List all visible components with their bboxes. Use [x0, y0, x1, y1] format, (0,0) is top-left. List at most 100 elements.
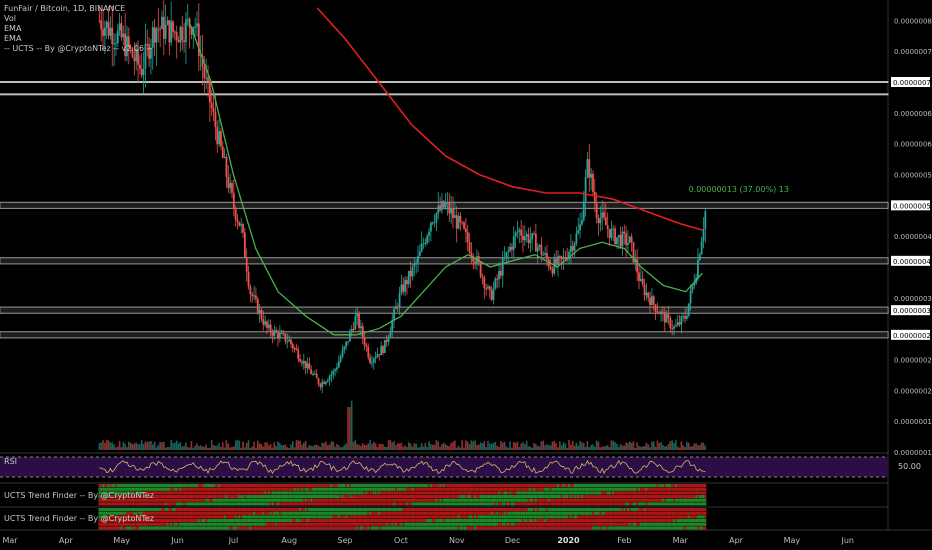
- trend-cell: [135, 502, 138, 506]
- trend-cell: [700, 526, 703, 530]
- trend-cell: [146, 508, 149, 512]
- trend-cell: [418, 515, 421, 519]
- trend-cell: [343, 487, 346, 491]
- trend-cell: [290, 484, 292, 488]
- trend-cell: [606, 522, 609, 526]
- trend-cell: [343, 519, 346, 523]
- trend-cell: [137, 526, 140, 530]
- trend-cell: [188, 508, 191, 512]
- trend-cell: [597, 495, 600, 499]
- trend-cell: [162, 519, 165, 523]
- trend-cell: [358, 502, 361, 506]
- trend-cell: [116, 502, 119, 506]
- trend-cell: [522, 487, 524, 491]
- trend-cell: [593, 495, 596, 499]
- trend-cell: [407, 487, 410, 491]
- trend-cell: [472, 487, 475, 491]
- trend-cell: [264, 519, 267, 523]
- trend-cell: [258, 508, 261, 512]
- trend-cell: [702, 491, 705, 495]
- trend-cell: [242, 487, 245, 491]
- trend-cell: [382, 502, 385, 506]
- trend-cell: [188, 498, 191, 502]
- volume-bar: [433, 444, 436, 450]
- candle-body: [256, 298, 259, 314]
- trend-cell: [488, 508, 491, 512]
- trend-cell: [98, 495, 101, 499]
- trend-cell: [356, 498, 359, 502]
- candle-body: [354, 316, 357, 330]
- trend-cell: [367, 495, 370, 499]
- trend-cell: [190, 515, 193, 519]
- trend-cell: [170, 522, 173, 526]
- volume-bar: [544, 445, 546, 450]
- trend-cell: [673, 484, 676, 488]
- trend-cell: [341, 508, 344, 512]
- trend-cell: [354, 522, 357, 526]
- trend-cell: [435, 502, 438, 506]
- volume-bar: [295, 440, 298, 450]
- trend-cell: [417, 491, 419, 495]
- candle-body: [588, 159, 591, 178]
- trend-cell: [697, 484, 699, 488]
- trend-cell: [446, 498, 449, 502]
- trend-cell: [151, 511, 154, 515]
- trend-cell: [111, 502, 114, 506]
- trend-cell: [157, 498, 160, 502]
- trend-cell: [393, 522, 396, 526]
- trend-cell: [325, 511, 327, 515]
- trend-cell: [389, 508, 392, 512]
- trend-cell: [625, 487, 628, 491]
- volume-bar: [409, 443, 412, 450]
- trend-cell: [676, 487, 679, 491]
- trend-cell: [595, 511, 598, 515]
- trend-cell: [418, 522, 421, 526]
- trend-cell: [223, 515, 226, 519]
- trend-cell: [199, 484, 202, 488]
- trend-cell: [161, 502, 163, 506]
- trend-cell: [205, 502, 208, 506]
- volume-bar: [450, 442, 452, 450]
- trend-cell: [255, 484, 257, 488]
- trend-cell: [354, 508, 357, 512]
- trend-cell: [568, 487, 571, 491]
- trend-cell: [172, 491, 175, 495]
- trend-cell: [288, 498, 291, 502]
- trend-cell: [341, 511, 344, 515]
- trend-cell: [627, 515, 629, 519]
- trend-cell: [197, 511, 200, 515]
- trend-cell: [619, 526, 622, 530]
- trend-cell: [212, 487, 215, 491]
- trend-cell: [302, 484, 305, 488]
- trend-cell: [544, 495, 547, 499]
- trend-cell: [378, 515, 381, 519]
- trend-cell: [400, 484, 403, 488]
- trend-cell: [604, 511, 607, 515]
- trend-cell: [529, 502, 532, 506]
- trend-cell: [232, 511, 235, 515]
- trend-cell: [98, 491, 101, 495]
- volume-bar: [214, 446, 217, 450]
- trend-cell: [306, 519, 309, 523]
- volume-bar: [441, 444, 443, 450]
- trend-cell: [326, 511, 329, 515]
- trend-cell: [492, 487, 495, 491]
- trend-cell: [295, 495, 298, 499]
- trend-cell: [442, 511, 445, 515]
- trend-cell: [214, 498, 217, 502]
- trend-cell: [428, 515, 431, 519]
- trend-cell: [590, 502, 593, 506]
- trend-cell: [245, 502, 248, 506]
- trend-cell: [651, 484, 653, 488]
- volume-bar: [571, 440, 574, 450]
- candle-body: [441, 201, 443, 211]
- trend-cell: [347, 515, 350, 519]
- trend-cell: [212, 502, 215, 506]
- trend-cell: [656, 498, 659, 502]
- trend-cell: [542, 495, 545, 499]
- volume-bar: [641, 446, 644, 450]
- trend-cell: [577, 487, 580, 491]
- trend-cell: [540, 526, 543, 530]
- trend-cell: [485, 511, 488, 515]
